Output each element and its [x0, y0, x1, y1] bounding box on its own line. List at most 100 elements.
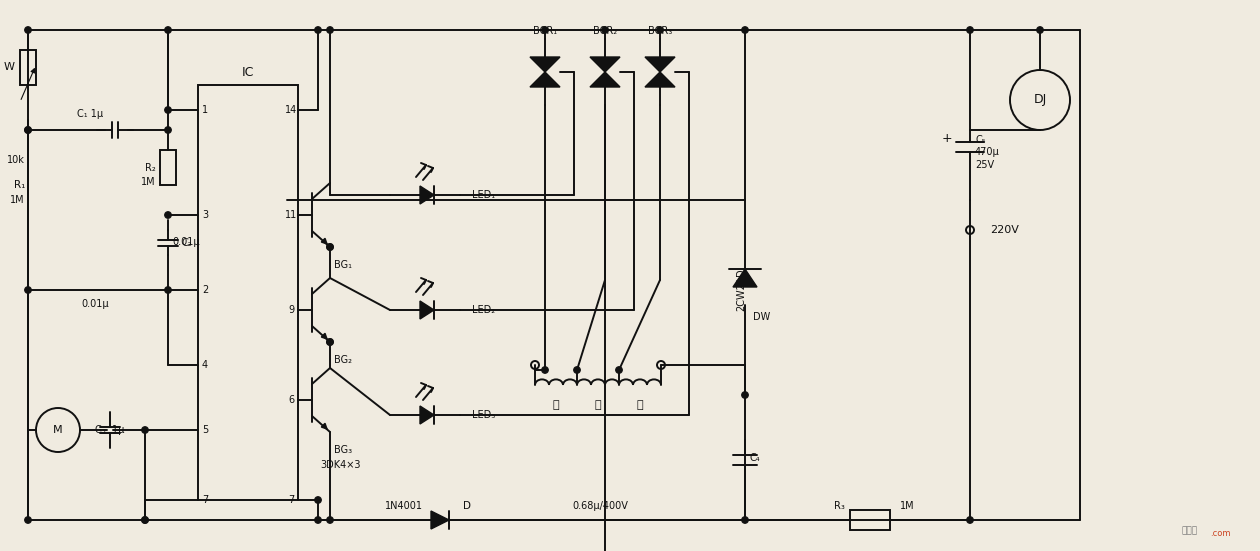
Circle shape [25, 27, 32, 33]
Circle shape [165, 127, 171, 133]
Text: +: + [941, 132, 953, 144]
Text: C₃  1μ: C₃ 1μ [94, 425, 123, 435]
Polygon shape [733, 269, 757, 287]
Text: LED₁: LED₁ [472, 190, 495, 200]
Circle shape [542, 27, 548, 33]
Text: 1M: 1M [141, 177, 156, 187]
Text: 7: 7 [202, 495, 208, 505]
Circle shape [165, 107, 171, 113]
Text: W: W [4, 62, 15, 72]
Circle shape [326, 27, 333, 33]
Circle shape [656, 27, 663, 33]
Bar [160, 150, 176, 185]
Text: 0.68μ/400V: 0.68μ/400V [572, 501, 627, 511]
Circle shape [602, 27, 609, 33]
Text: 10k: 10k [8, 155, 25, 165]
Text: 9: 9 [289, 305, 294, 315]
Text: 慢: 慢 [636, 400, 644, 410]
Polygon shape [645, 72, 675, 87]
Text: 1M: 1M [900, 501, 915, 511]
Circle shape [142, 427, 149, 433]
Text: 6: 6 [289, 395, 294, 405]
Text: C₂: C₂ [181, 237, 193, 247]
Circle shape [542, 367, 548, 373]
Text: C₁ 1μ: C₁ 1μ [77, 109, 103, 119]
Polygon shape [420, 186, 433, 204]
Circle shape [25, 287, 32, 293]
Text: 0.01μ: 0.01μ [173, 237, 199, 247]
Text: LED₂: LED₂ [472, 305, 495, 315]
Text: M: M [53, 425, 63, 435]
Text: 11: 11 [285, 210, 297, 220]
Text: DJ: DJ [1033, 94, 1047, 106]
Circle shape [326, 339, 333, 345]
Text: 1M: 1M [10, 195, 25, 205]
Circle shape [573, 367, 580, 373]
Circle shape [742, 517, 748, 523]
Circle shape [966, 27, 973, 33]
Text: C₄: C₄ [750, 453, 761, 463]
Text: 4: 4 [202, 360, 208, 370]
Circle shape [326, 339, 333, 345]
Text: BCR₂: BCR₂ [593, 26, 617, 36]
Circle shape [315, 497, 321, 503]
Circle shape [326, 244, 333, 250]
Text: BCR₁: BCR₁ [533, 26, 557, 36]
Text: R₃: R₃ [834, 501, 845, 511]
Circle shape [742, 27, 748, 33]
Text: IC: IC [242, 67, 255, 79]
Polygon shape [420, 406, 433, 424]
Text: R₁: R₁ [14, 180, 25, 190]
Circle shape [25, 127, 32, 133]
Text: 0.01μ: 0.01μ [81, 299, 108, 309]
Text: BG₂: BG₂ [334, 355, 352, 365]
Text: 中: 中 [595, 400, 601, 410]
Text: BG₁: BG₁ [334, 260, 352, 270]
Text: 470μ: 470μ [975, 147, 999, 157]
Circle shape [742, 392, 748, 398]
Circle shape [1037, 27, 1043, 33]
Polygon shape [590, 72, 620, 87]
Text: 1N4001: 1N4001 [386, 501, 423, 511]
Text: BCR₃: BCR₃ [648, 26, 672, 36]
Bar [198, 85, 299, 500]
Text: 块: 块 [553, 400, 559, 410]
Circle shape [165, 27, 171, 33]
Bar [20, 50, 37, 85]
Text: R₂: R₂ [145, 163, 156, 173]
Text: 2: 2 [202, 285, 208, 295]
Circle shape [165, 287, 171, 293]
Circle shape [326, 244, 333, 250]
Text: 25V: 25V [975, 160, 994, 170]
Polygon shape [645, 57, 675, 72]
Text: 7: 7 [287, 495, 294, 505]
Text: .com: .com [1210, 529, 1230, 538]
Circle shape [25, 517, 32, 523]
Text: D: D [462, 501, 471, 511]
Text: LED₃: LED₃ [472, 410, 495, 420]
Circle shape [25, 127, 32, 133]
Circle shape [315, 27, 321, 33]
Text: 2CW21D: 2CW21D [736, 269, 746, 311]
Text: 3: 3 [202, 210, 208, 220]
Circle shape [142, 517, 149, 523]
Text: C₅: C₅ [975, 135, 985, 145]
Text: 3DK4×3: 3DK4×3 [320, 460, 360, 470]
Polygon shape [530, 57, 559, 72]
Circle shape [966, 517, 973, 523]
Circle shape [616, 367, 622, 373]
Text: DW: DW [753, 312, 770, 322]
Text: 技线图: 技线图 [1182, 526, 1198, 535]
Text: BG₃: BG₃ [334, 445, 352, 455]
Circle shape [142, 517, 149, 523]
Text: 14: 14 [285, 105, 297, 115]
Polygon shape [530, 72, 559, 87]
Circle shape [165, 212, 171, 218]
Polygon shape [420, 301, 433, 319]
Text: 5: 5 [202, 425, 208, 435]
Bar [850, 510, 890, 530]
Text: 1: 1 [202, 105, 208, 115]
Polygon shape [431, 511, 449, 529]
Circle shape [315, 517, 321, 523]
Text: 220V: 220V [990, 225, 1019, 235]
